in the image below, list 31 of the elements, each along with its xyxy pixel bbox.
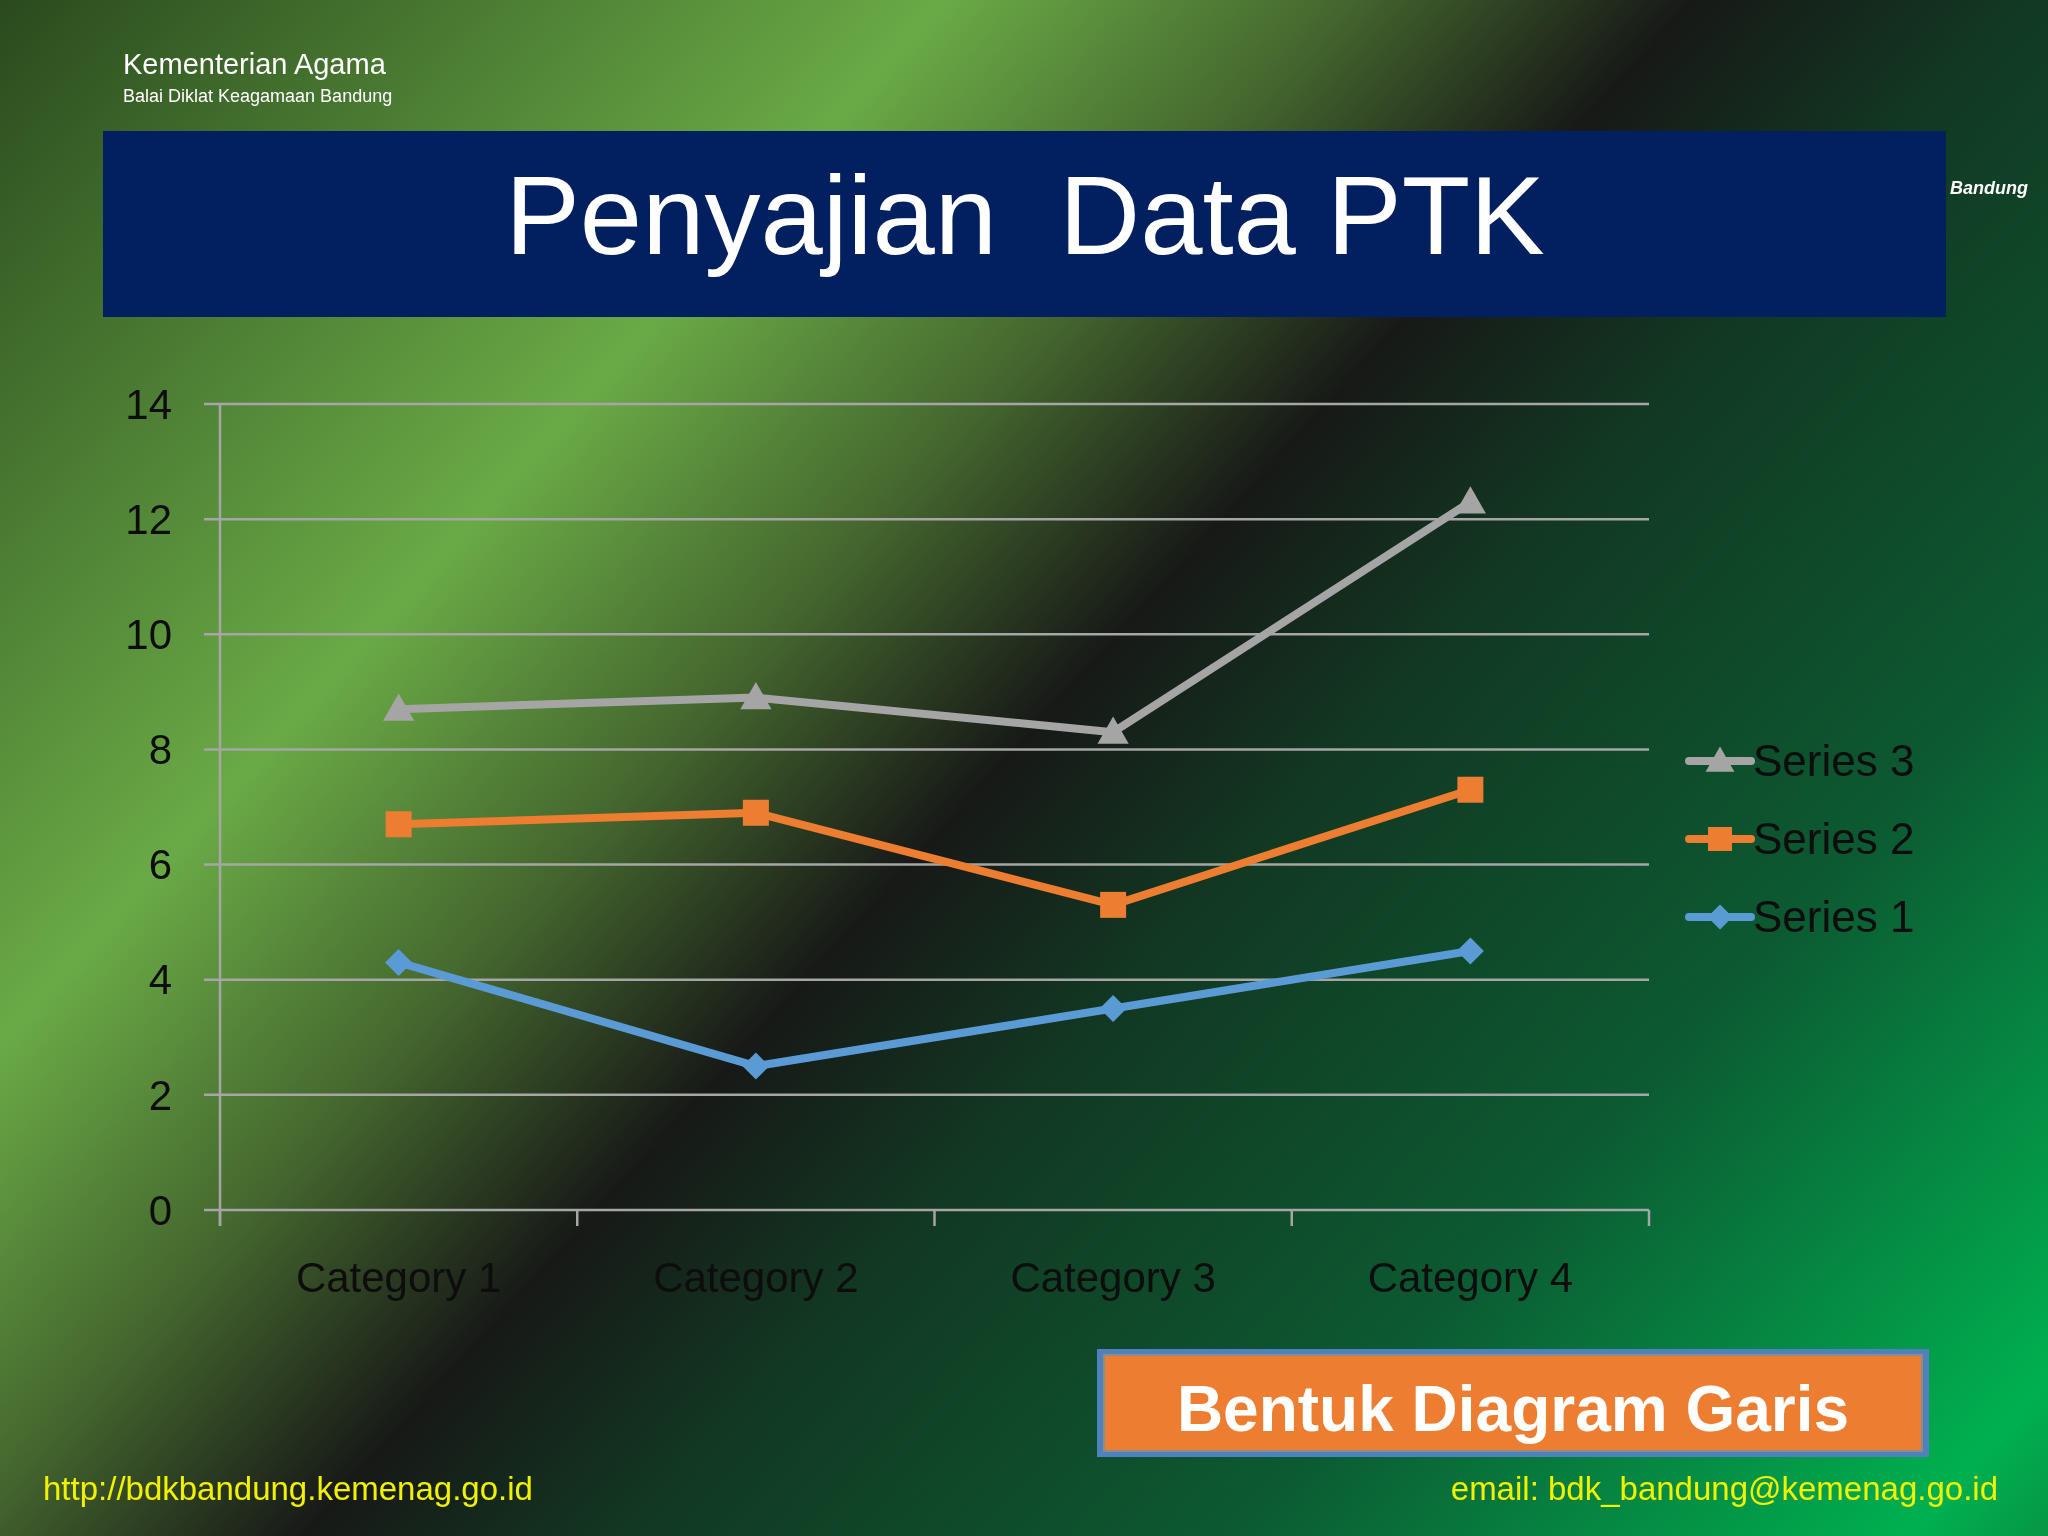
point [385, 811, 412, 838]
point [742, 1052, 770, 1080]
point [740, 682, 772, 710]
y-tick-label: 12 [125, 495, 172, 543]
y-tick-label: 10 [125, 610, 172, 658]
point [1097, 716, 1129, 744]
text: http://bdkbandung.kemenag.go.id [43, 1470, 533, 1507]
y-tick-label: 2 [148, 1071, 172, 1119]
point [1100, 891, 1127, 918]
y-tick-label: 8 [148, 726, 172, 774]
point [1457, 776, 1484, 803]
chart-title: Penyajian Data PTK [505, 153, 1545, 278]
legend-label: Series 2 [1753, 814, 1915, 864]
legend-label: Series 1 [1753, 892, 1915, 942]
y-tick-label: 14 [125, 380, 172, 428]
text: Bandung [1950, 178, 2028, 198]
point [1099, 994, 1127, 1023]
text: Kementerian Agama [123, 48, 387, 80]
y-tick-label: 0 [148, 1186, 172, 1234]
y-tick-label: 4 [148, 956, 172, 1004]
x-tick-label: Category 3 [1010, 1254, 1216, 1301]
legend-label: Series 3 [1753, 736, 1915, 786]
text: Bentuk Diagram Garis [1176, 1373, 1850, 1445]
point [383, 693, 415, 721]
point [1456, 937, 1484, 965]
y-tick-label: 6 [148, 841, 172, 889]
x-tick-label: Category 4 [1367, 1254, 1574, 1301]
point [385, 948, 413, 976]
text: Balai Diklat Keagamaan Bandung [123, 86, 393, 106]
point [742, 799, 769, 826]
text: email: bdk_bandung@kemenag.go.id [1450, 1470, 1998, 1507]
